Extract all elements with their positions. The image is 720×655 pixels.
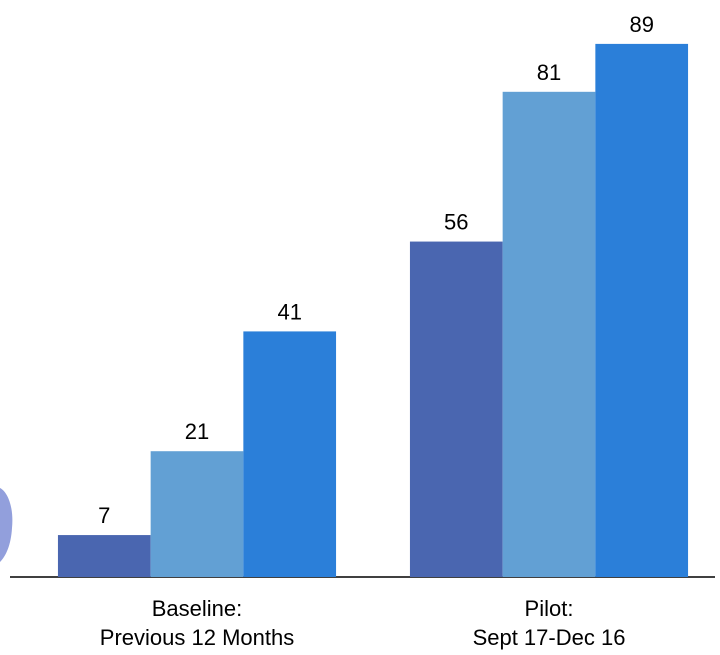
value-label: 89 (629, 12, 653, 37)
value-label: 81 (537, 60, 561, 85)
x-tick-label: Pilot: Sept 17-Dec 16 (473, 596, 626, 650)
value-label: 41 (277, 299, 301, 324)
value-label: 7 (98, 503, 110, 528)
bar (502, 91, 596, 577)
value-label: 56 (444, 210, 468, 235)
bar (595, 43, 689, 577)
value-label: 21 (185, 419, 209, 444)
x-tick-label: Baseline: Previous 12 Months (100, 596, 294, 650)
bar (409, 241, 503, 577)
bar (150, 451, 244, 577)
bar (243, 331, 337, 577)
decorative-fragment (0, 488, 13, 562)
bar (57, 535, 151, 577)
